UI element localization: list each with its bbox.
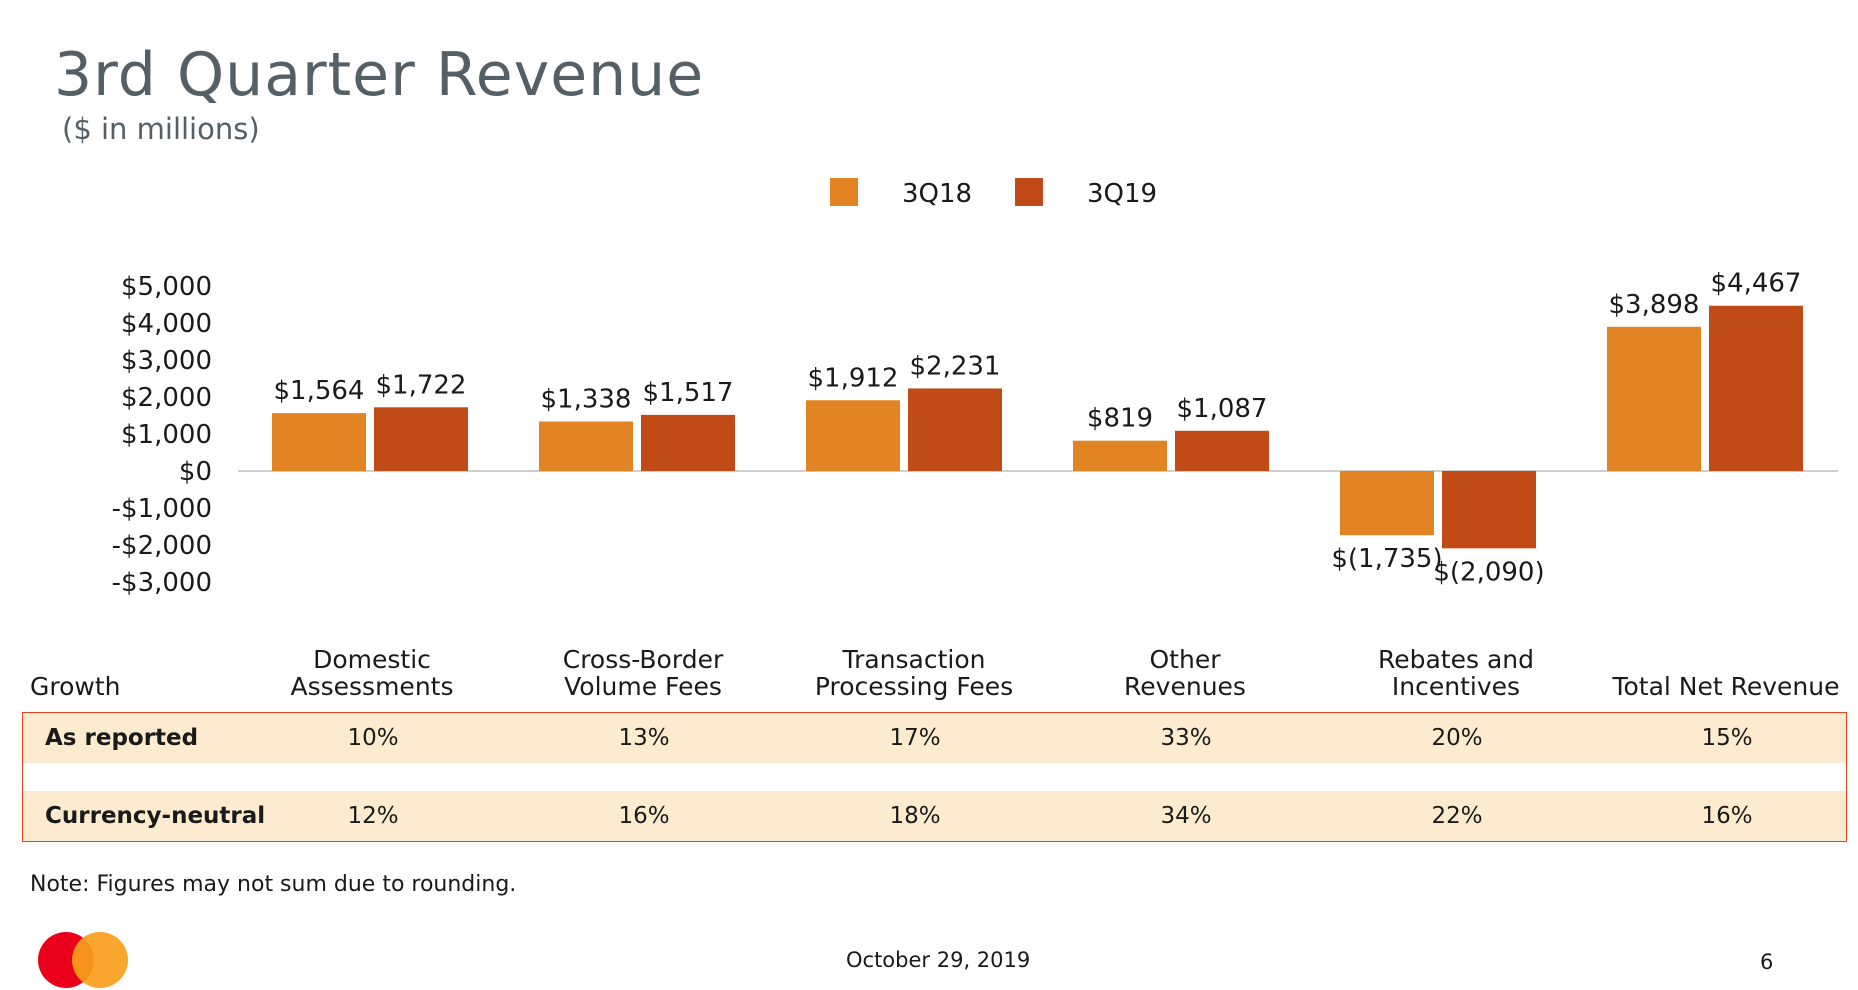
data-label-3q18: $3,898 bbox=[1609, 290, 1700, 320]
category-label: Rebates and bbox=[1378, 645, 1534, 674]
y-tick-label: -$2,000 bbox=[112, 531, 212, 561]
bar-series bbox=[272, 305, 1803, 549]
bar-3q18 bbox=[1073, 440, 1167, 471]
data-label-3q19: $1,517 bbox=[643, 378, 734, 408]
data-label-3q18: $819 bbox=[1087, 404, 1153, 434]
data-label-3q19: $4,467 bbox=[1711, 269, 1802, 299]
legend-swatch-3q18 bbox=[830, 178, 858, 206]
legend-label-3q19: 3Q19 bbox=[1087, 179, 1157, 209]
category-label: Domestic bbox=[313, 645, 431, 674]
growth-row-label: As reported bbox=[45, 725, 199, 751]
bar-3q18 bbox=[806, 400, 900, 471]
y-axis: $5,000 $4,000 $3,000 $2,000 $1,000 $0 -$1,000 -… bbox=[112, 272, 1838, 598]
bar-3q18 bbox=[272, 413, 366, 471]
growth-cell: 17% bbox=[889, 725, 941, 751]
y-tick-label: $1,000 bbox=[121, 420, 212, 450]
y-tick-label: $4,000 bbox=[121, 309, 212, 339]
chart-legend: 3Q18 3Q19 bbox=[830, 178, 1157, 209]
y-tick-label: $5,000 bbox=[121, 272, 212, 302]
category-label: Volume Fees bbox=[564, 672, 722, 701]
data-label-3q18: $1,564 bbox=[274, 376, 365, 406]
bar-3q18 bbox=[1607, 326, 1701, 471]
bar-3q19 bbox=[374, 407, 468, 471]
category-label: Incentives bbox=[1392, 672, 1520, 701]
bar-3q19 bbox=[1442, 471, 1536, 549]
legend-swatch-3q19 bbox=[1015, 178, 1043, 206]
growth-cell: 16% bbox=[618, 803, 670, 829]
logo-orange-circle bbox=[72, 932, 128, 988]
growth-cell: 20% bbox=[1431, 725, 1483, 751]
growth-cell: 34% bbox=[1160, 803, 1212, 829]
footnote: Note: Figures may not sum due to roundin… bbox=[30, 872, 517, 897]
data-label-3q18: $(1,735) bbox=[1331, 544, 1442, 574]
growth-row-label: Currency-neutral bbox=[45, 803, 266, 829]
growth-cell: 18% bbox=[889, 803, 941, 829]
data-label-3q19: $2,231 bbox=[910, 351, 1001, 381]
revenue-bar-chart: 3Q18 3Q19 $5,000$4,000$3,000$2,000$1,000$… bbox=[30, 178, 1840, 701]
growth-row-currency-neutral: Currency-neutral 12% 16% 18% 34% 22% 16% bbox=[23, 791, 1846, 841]
growth-header-label: Growth bbox=[30, 672, 121, 701]
growth-cell: 10% bbox=[347, 725, 399, 751]
y-tick-label: $0 bbox=[179, 457, 212, 487]
bar-3q19 bbox=[908, 388, 1002, 471]
category-label: Processing Fees bbox=[815, 672, 1013, 701]
growth-cell: 13% bbox=[618, 725, 670, 751]
growth-cell: 15% bbox=[1701, 725, 1753, 751]
bar-3q18 bbox=[1340, 471, 1434, 536]
y-tick-label: $3,000 bbox=[121, 346, 212, 376]
mastercard-logo-icon bbox=[38, 932, 128, 988]
data-label-3q19: $1,722 bbox=[376, 370, 467, 400]
growth-cell: 16% bbox=[1701, 803, 1753, 829]
growth-cell: 33% bbox=[1160, 725, 1212, 751]
bar-3q19 bbox=[1709, 305, 1803, 471]
bar-3q19 bbox=[1175, 430, 1269, 471]
category-label: Total Net Revenue bbox=[1611, 672, 1839, 701]
category-label: Transaction bbox=[841, 645, 985, 674]
growth-table: As reported 10% 13% 17% 33% 20% 15% Curr… bbox=[22, 712, 1847, 842]
data-label-3q18: $1,338 bbox=[541, 384, 632, 414]
page-number: 6 bbox=[1760, 950, 1774, 974]
bar-3q18 bbox=[539, 421, 633, 471]
category-label: Other bbox=[1150, 645, 1222, 674]
growth-row-as-reported: As reported 10% 13% 17% 33% 20% 15% bbox=[23, 713, 1846, 763]
data-labels: $1,564 $1,338 $1,912 $819 $(1,735) $3,898 $1,7… bbox=[274, 269, 1802, 588]
data-label-3q18: $1,912 bbox=[808, 363, 899, 393]
category-label: Assessments bbox=[291, 672, 454, 701]
category-label: Cross-Border bbox=[563, 645, 724, 674]
bar-3q19 bbox=[641, 414, 735, 471]
legend-label-3q18: 3Q18 bbox=[902, 179, 972, 209]
y-tick-label: -$3,000 bbox=[112, 568, 212, 598]
y-tick-label: -$1,000 bbox=[112, 494, 212, 524]
slide-subtitle: ($ in millions) bbox=[62, 112, 260, 146]
growth-cell: 12% bbox=[347, 803, 399, 829]
footer-date: October 29, 2019 bbox=[846, 948, 1031, 972]
growth-cell: 22% bbox=[1431, 803, 1483, 829]
slide-title: 3rd Quarter Revenue bbox=[54, 40, 705, 110]
category-label: Revenues bbox=[1124, 672, 1246, 701]
data-label-3q19: $1,087 bbox=[1177, 394, 1268, 424]
data-label-3q19: $(2,090) bbox=[1433, 557, 1544, 587]
y-tick-label: $2,000 bbox=[121, 383, 212, 413]
